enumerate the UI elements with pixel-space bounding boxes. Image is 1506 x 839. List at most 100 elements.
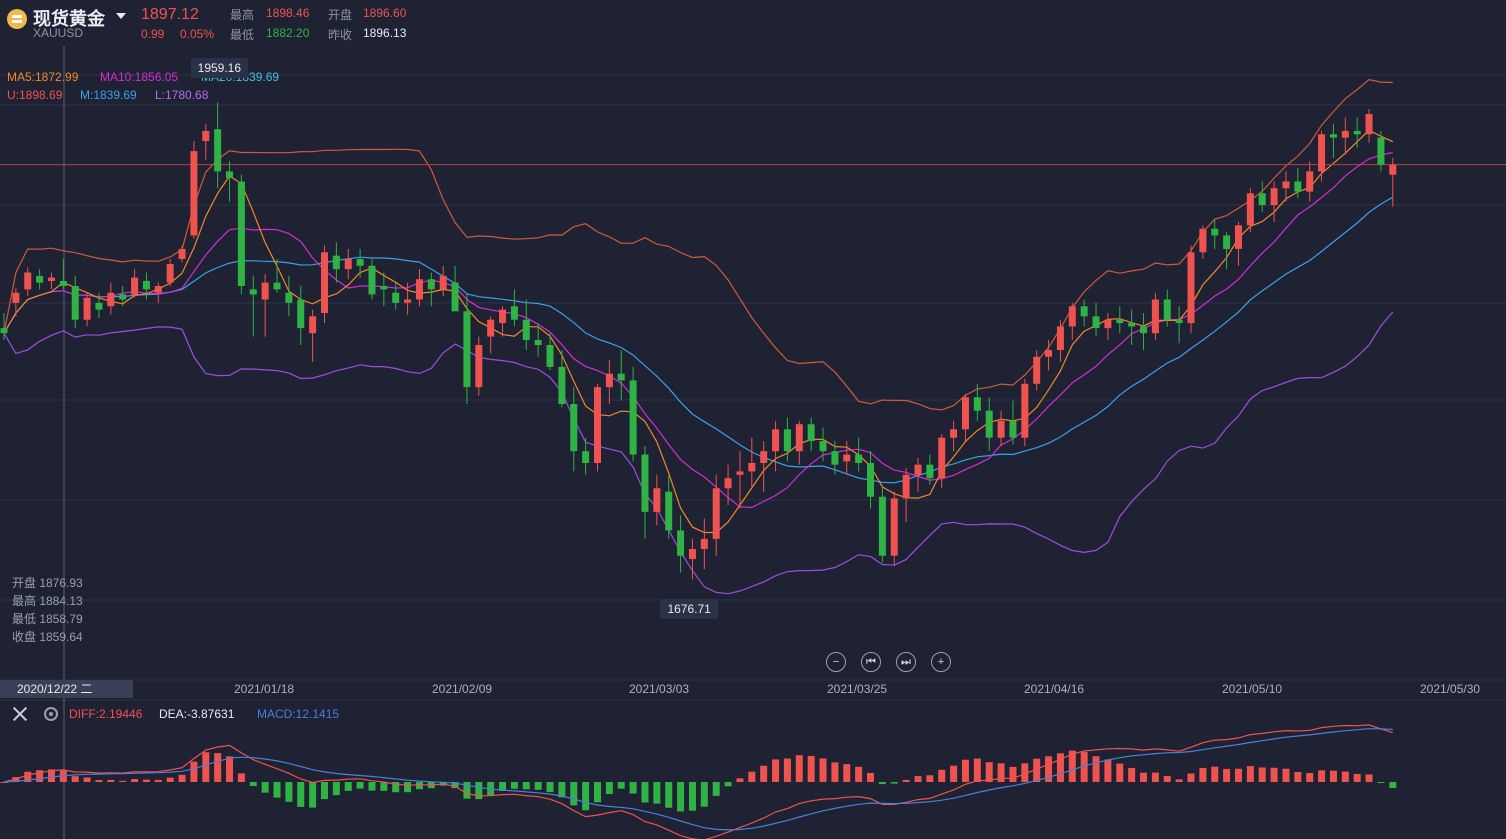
- candle-body: [1318, 134, 1326, 172]
- macd-histogram-bar: [1175, 779, 1183, 782]
- macd-histogram-bar: [1021, 763, 1029, 782]
- candle-body: [380, 286, 388, 290]
- instrument-name[interactable]: 现货黄金: [33, 9, 105, 29]
- macd-histogram-bar: [1223, 768, 1231, 782]
- macd-value-legend: MACD:12.1415: [257, 707, 340, 721]
- jump-end-icon[interactable]: ⏭: [896, 652, 916, 672]
- macd-histogram-bar: [59, 770, 67, 782]
- macd-histogram-bar: [605, 782, 613, 795]
- candle-body: [1389, 164, 1397, 175]
- macd-histogram-bar: [510, 782, 518, 789]
- ma5-legend: MA5:1872.99: [7, 70, 79, 84]
- macd-histogram-bar: [451, 782, 459, 789]
- macd-histogram-bar: [594, 782, 601, 803]
- macd-histogram-bar: [1258, 767, 1266, 782]
- macd-histogram-bar: [1104, 759, 1112, 782]
- candle-body: [368, 265, 376, 295]
- macd-histogram-bar: [107, 779, 115, 782]
- candle-body: [772, 429, 780, 452]
- chevron-down-icon[interactable]: [116, 13, 126, 19]
- candle-body: [392, 292, 400, 303]
- candle-body: [1163, 299, 1171, 320]
- macd-histogram-bar: [819, 758, 827, 782]
- candle-body: [95, 302, 103, 310]
- crosshair-low: 最低 1858.79: [12, 612, 83, 626]
- macd-histogram-bar: [795, 755, 803, 782]
- candle-body: [819, 441, 827, 452]
- macd-histogram-bar: [985, 762, 993, 782]
- macd-histogram-bar: [855, 766, 863, 782]
- close-icon[interactable]: [12, 706, 28, 722]
- candle-body: [1056, 326, 1064, 351]
- macd-histogram-bar: [700, 782, 708, 807]
- macd-histogram-bar: [677, 782, 685, 812]
- candle-body: [1365, 114, 1373, 135]
- macd-histogram-bar: [831, 762, 839, 782]
- candle-body: [665, 491, 673, 531]
- candle-body: [332, 255, 340, 270]
- x-tick-label: 2021/03/25: [827, 682, 888, 696]
- candle-body: [166, 264, 174, 283]
- macd-histogram-bar: [1341, 771, 1349, 782]
- zoom-out-icon[interactable]: −: [826, 652, 846, 672]
- candle-body: [1353, 130, 1361, 135]
- candle-body: [914, 464, 922, 475]
- candle-body: [558, 366, 566, 404]
- macd-histogram-bar: [867, 772, 875, 782]
- candle-body: [748, 463, 756, 472]
- macd-histogram-bar: [368, 782, 376, 791]
- high-value: 1898.46: [266, 6, 310, 20]
- candle-body: [1306, 171, 1314, 192]
- macd-histogram-bar: [1199, 767, 1207, 782]
- macd-histogram-bar: [1294, 772, 1302, 782]
- candle-body: [617, 373, 625, 381]
- candle-body: [843, 454, 851, 462]
- macd-histogram-bar: [12, 777, 20, 782]
- candle-body: [415, 279, 423, 300]
- zoom-in-icon[interactable]: +: [931, 652, 951, 672]
- macd-histogram-bar: [617, 782, 625, 789]
- quote-header: 现货黄金 XAUUSD 1897.12 0.99 0.05% 最高 1898.4…: [0, 0, 1506, 46]
- candle-body: [24, 272, 32, 290]
- candle-body: [510, 306, 518, 320]
- macd-histogram-bar: [154, 779, 162, 782]
- candle-body: [1116, 319, 1124, 324]
- candle-body: [499, 309, 507, 324]
- settings-icon[interactable]: [44, 707, 58, 721]
- macd-histogram-bar: [807, 755, 815, 782]
- candle-body: [178, 248, 186, 260]
- jump-start-icon[interactable]: ⏮: [861, 652, 881, 672]
- candle-body: [1341, 130, 1349, 138]
- macd-histogram-bar: [629, 782, 637, 794]
- macd-histogram-bar: [83, 777, 91, 782]
- macd-histogram-bar: [546, 782, 554, 793]
- min-price-tooltip: 1676.71: [660, 599, 718, 620]
- macd-histogram-bar: [570, 782, 578, 806]
- candle-body: [1258, 193, 1266, 206]
- open-value: 1896.60: [363, 6, 407, 20]
- macd-histogram-bar: [1270, 767, 1278, 782]
- macd-histogram-bar: [783, 758, 791, 782]
- macd-histogram-bar: [1128, 767, 1136, 782]
- candle-body: [546, 345, 554, 367]
- candle-body: [71, 286, 79, 320]
- macd-histogram-bar: [878, 782, 886, 785]
- macd-histogram-bar: [665, 782, 673, 808]
- macd-histogram-bar: [0, 782, 8, 783]
- macd-histogram-bar: [1365, 774, 1373, 782]
- candle-body: [783, 429, 791, 452]
- macd-histogram-bar: [309, 782, 317, 808]
- candle-body: [226, 171, 234, 179]
- candle-body: [1080, 306, 1088, 317]
- macd-histogram-bar: [736, 778, 744, 782]
- macd-histogram-bar: [973, 758, 981, 782]
- candle-body: [285, 292, 293, 303]
- macd-histogram-bar: [653, 782, 661, 804]
- candle-body: [427, 279, 435, 290]
- macd-histogram-bar: [558, 782, 566, 798]
- macd-histogram-bar: [688, 782, 696, 811]
- candle-body: [712, 488, 720, 539]
- boll-lower-legend: L:1780.68: [155, 88, 209, 102]
- candle-body: [902, 474, 910, 499]
